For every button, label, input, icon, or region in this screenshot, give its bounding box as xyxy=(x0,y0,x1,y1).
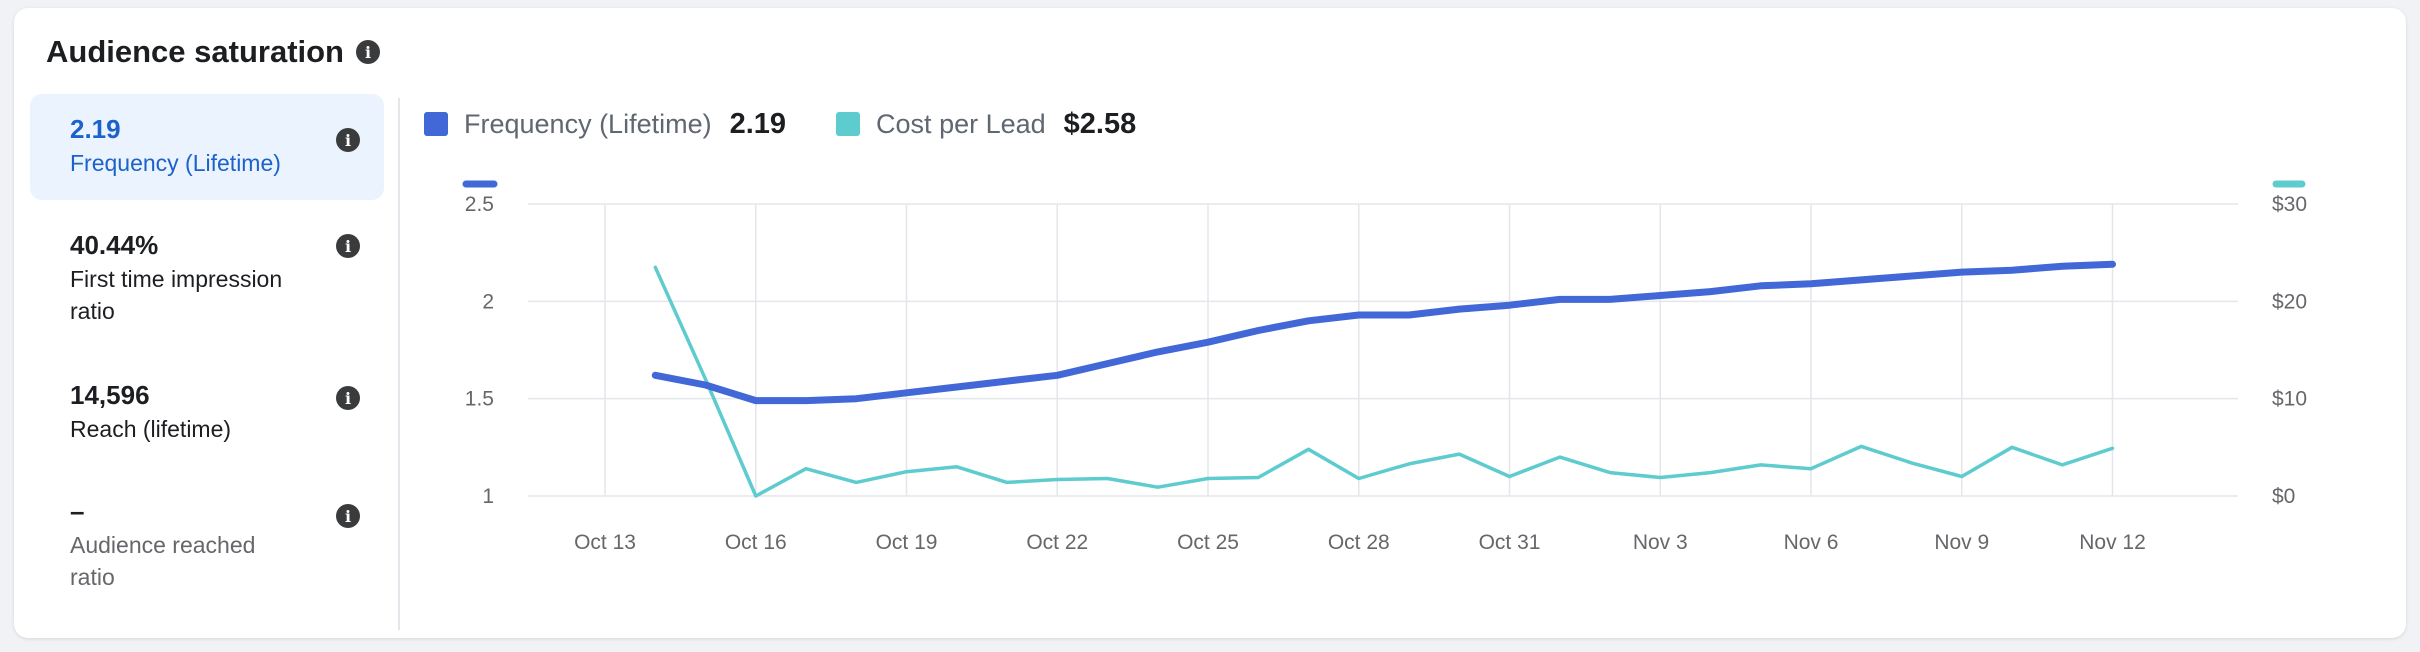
x-tick-label: Oct 13 xyxy=(574,531,636,554)
y-left-tick-label: 2.5 xyxy=(465,193,494,216)
series-line-cost-per-lead xyxy=(653,265,2115,498)
metric-value: 40.44% xyxy=(70,230,159,260)
y-right-tick-label: $30 xyxy=(2272,193,2307,216)
x-tick-label: Oct 31 xyxy=(1479,531,1541,554)
audience-saturation-card: Audience saturation i 2.19 Frequency (Li… xyxy=(14,8,2406,638)
legend-name: Cost per Lead xyxy=(876,108,1046,139)
x-tick-label: Nov 6 xyxy=(1784,531,1839,554)
chart-legend: Frequency (Lifetime) 2.19 Cost per Lead … xyxy=(424,104,1186,144)
y-left-tick-label: 1 xyxy=(482,485,494,508)
metric-label: First time impression ratio xyxy=(70,266,283,324)
y-left-tick-label: 1.5 xyxy=(465,388,494,411)
x-tick-label: Oct 25 xyxy=(1177,531,1239,554)
metric-label: Reach (lifetime) xyxy=(70,416,232,442)
metric-frequency[interactable]: 2.19 Frequency (Lifetime) i xyxy=(30,94,384,200)
x-tick-label: Nov 3 xyxy=(1633,531,1688,554)
metric-value: – xyxy=(70,496,85,526)
info-icon[interactable]: i xyxy=(336,128,360,152)
info-icon[interactable]: i xyxy=(336,234,360,258)
legend-item-frequency[interactable]: Frequency (Lifetime) 2.19 xyxy=(424,108,786,141)
x-tick-label: Nov 12 xyxy=(2079,531,2146,554)
metric-reach[interactable]: 14,596 Reach (lifetime) i xyxy=(30,350,384,470)
metric-value: 2.19 xyxy=(70,114,121,144)
x-tick-label: Nov 9 xyxy=(1934,531,1989,554)
x-tick-label: Oct 19 xyxy=(876,531,938,554)
x-tick-label: Oct 28 xyxy=(1328,531,1390,554)
x-tick-label: Oct 16 xyxy=(725,531,787,554)
info-icon[interactable]: i xyxy=(356,40,380,64)
legend-value: 2.19 xyxy=(729,107,787,140)
card-title: Audience saturation xyxy=(46,34,344,69)
info-icon[interactable]: i xyxy=(336,386,360,410)
metric-audience-reached-ratio[interactable]: – Audience reached ratio i xyxy=(30,470,384,590)
legend-swatch-frequency xyxy=(424,112,448,136)
series-line-frequency xyxy=(651,260,2116,405)
metrics-sidebar: 2.19 Frequency (Lifetime) i 40.44% First… xyxy=(30,94,384,590)
legend-swatch-cost-per-lead xyxy=(836,112,861,136)
x-tick-label: Oct 22 xyxy=(1026,531,1088,554)
legend-name: Frequency (Lifetime) xyxy=(464,108,712,139)
divider xyxy=(398,98,400,630)
metric-first-time-impression-ratio[interactable]: 40.44% First time impression ratio i xyxy=(30,200,384,350)
y-left-tick-label: 2 xyxy=(482,290,494,313)
y-right-tick-label: $10 xyxy=(2272,388,2307,411)
y-right-tick-label: $0 xyxy=(2272,485,2295,508)
info-icon[interactable]: i xyxy=(336,504,360,528)
metric-label: Frequency (Lifetime) xyxy=(70,150,281,176)
metric-value: 14,596 xyxy=(70,380,150,410)
card-header: Audience saturation i xyxy=(46,32,380,72)
legend-item-cost-per-lead[interactable]: Cost per Lead $2.58 xyxy=(836,108,1136,141)
legend-value: $2.58 xyxy=(1063,107,1137,140)
metric-label: Audience reached ratio xyxy=(70,532,256,590)
y-right-tick-label: $20 xyxy=(2272,290,2307,313)
